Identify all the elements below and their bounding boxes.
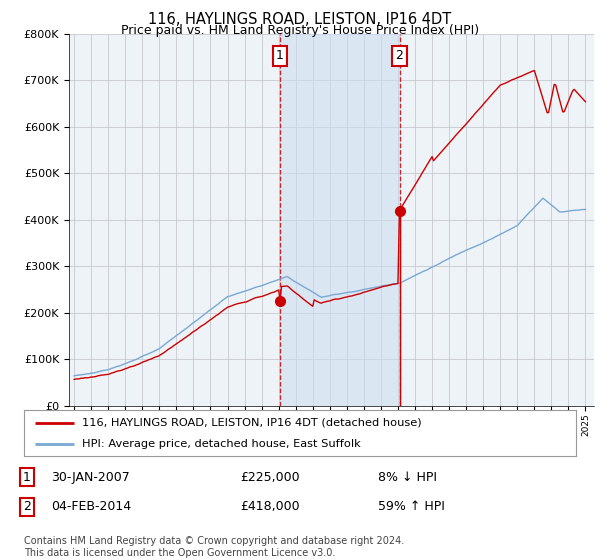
Text: £418,000: £418,000 <box>240 500 299 514</box>
Text: 2: 2 <box>395 49 403 63</box>
Text: 1: 1 <box>276 49 284 63</box>
Text: 30-JAN-2007: 30-JAN-2007 <box>51 470 130 484</box>
Bar <box>280 34 400 406</box>
Text: 116, HAYLINGS ROAD, LEISTON, IP16 4DT: 116, HAYLINGS ROAD, LEISTON, IP16 4DT <box>148 12 452 27</box>
Text: Price paid vs. HM Land Registry's House Price Index (HPI): Price paid vs. HM Land Registry's House … <box>121 24 479 36</box>
Text: Contains HM Land Registry data © Crown copyright and database right 2024.
This d: Contains HM Land Registry data © Crown c… <box>24 536 404 558</box>
Text: 04-FEB-2014: 04-FEB-2014 <box>51 500 131 514</box>
Text: 2: 2 <box>23 500 31 514</box>
Text: £225,000: £225,000 <box>240 470 299 484</box>
Text: 8% ↓ HPI: 8% ↓ HPI <box>378 470 437 484</box>
Text: HPI: Average price, detached house, East Suffolk: HPI: Average price, detached house, East… <box>82 439 361 449</box>
Text: 59% ↑ HPI: 59% ↑ HPI <box>378 500 445 514</box>
Text: 116, HAYLINGS ROAD, LEISTON, IP16 4DT (detached house): 116, HAYLINGS ROAD, LEISTON, IP16 4DT (d… <box>82 418 422 428</box>
Text: 1: 1 <box>23 470 31 484</box>
